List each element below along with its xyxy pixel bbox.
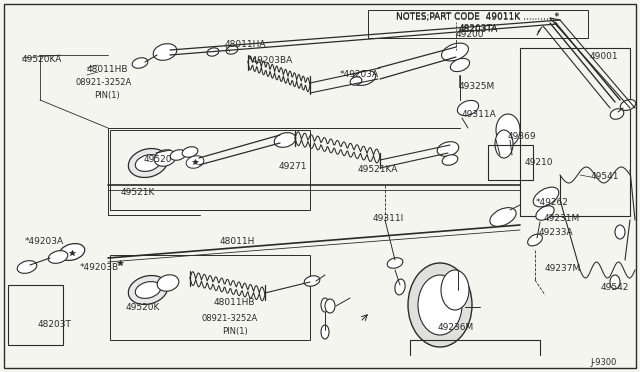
Ellipse shape [17,261,36,273]
Text: NOTES;PART CODE  49011K ...........*: NOTES;PART CODE 49011K ...........* [396,12,559,21]
Text: J-9300: J-9300 [590,358,616,367]
Ellipse shape [441,270,469,310]
Text: 08921-3252A: 08921-3252A [76,78,132,87]
Text: 49520K: 49520K [126,303,161,312]
Bar [8,285,63,345]
Ellipse shape [610,275,620,289]
Ellipse shape [350,77,362,85]
Text: *49203A: *49203A [25,237,64,246]
Text: 48011H: 48011H [220,237,255,246]
Ellipse shape [60,244,84,260]
Text: 49233A: 49233A [539,228,573,237]
Ellipse shape [207,48,219,56]
Text: 49237M: 49237M [545,264,581,273]
Ellipse shape [387,258,403,268]
Ellipse shape [490,208,516,226]
Text: 49311I: 49311I [373,214,404,223]
Ellipse shape [496,114,520,146]
Ellipse shape [442,155,458,165]
Text: 48011HB: 48011HB [214,298,255,307]
Ellipse shape [352,71,376,86]
Text: 49369: 49369 [508,132,536,141]
Text: 48011HB: 48011HB [87,65,129,74]
Ellipse shape [186,156,204,168]
Text: *49203A: *49203A [340,70,379,79]
Text: 08921-3252A: 08921-3252A [202,314,259,323]
Ellipse shape [157,275,179,291]
Ellipse shape [226,46,238,54]
Text: 49210: 49210 [525,158,554,167]
Bar [368,10,588,38]
Ellipse shape [442,43,468,61]
Ellipse shape [129,148,168,177]
Text: *49203BA: *49203BA [248,56,293,65]
Ellipse shape [451,58,470,71]
Ellipse shape [153,44,177,60]
Ellipse shape [620,100,636,110]
Ellipse shape [170,150,186,160]
Ellipse shape [48,251,68,263]
Ellipse shape [132,58,148,68]
Bar [488,145,533,180]
Text: 49311A: 49311A [462,110,497,119]
Text: NOTES;PART CODE  49011K ...........*: NOTES;PART CODE 49011K ...........* [396,13,559,22]
Ellipse shape [527,234,542,246]
Text: 49521KA: 49521KA [358,165,398,174]
Ellipse shape [135,155,161,171]
Ellipse shape [536,206,554,220]
Bar [520,48,630,216]
Text: 49520: 49520 [144,155,173,164]
Ellipse shape [274,133,296,147]
Ellipse shape [437,142,459,156]
Text: 49271: 49271 [279,162,307,171]
Ellipse shape [418,275,462,335]
Ellipse shape [135,282,161,298]
Ellipse shape [321,298,329,312]
Text: PIN(1): PIN(1) [94,91,120,100]
Text: *49203B: *49203B [80,263,119,272]
Ellipse shape [154,150,176,166]
Ellipse shape [408,263,472,347]
Ellipse shape [495,130,513,158]
Ellipse shape [325,299,335,313]
Bar [110,130,310,210]
Text: 49521K: 49521K [121,188,156,197]
Text: 48011HA: 48011HA [225,40,266,49]
Text: 49325M: 49325M [459,82,495,91]
Text: PIN(1): PIN(1) [222,327,248,336]
Ellipse shape [610,109,624,119]
Text: 49520KA: 49520KA [22,55,62,64]
Ellipse shape [321,325,329,339]
Ellipse shape [304,276,320,286]
Text: 49001: 49001 [590,52,619,61]
Ellipse shape [182,147,198,157]
Text: *49262: *49262 [536,198,569,207]
Bar [110,255,310,340]
Text: 49541: 49541 [591,172,620,181]
Ellipse shape [458,100,479,116]
Text: 48203TA: 48203TA [458,25,498,34]
Text: 49200: 49200 [456,30,484,39]
Ellipse shape [129,276,168,304]
Text: 49542: 49542 [601,283,629,292]
Ellipse shape [395,279,405,295]
Ellipse shape [533,187,559,207]
Ellipse shape [615,225,625,239]
Text: 48203TA: 48203TA [458,24,498,33]
Text: 49231M: 49231M [544,214,580,223]
Text: 48203T: 48203T [38,320,72,329]
Text: 49236M: 49236M [438,323,474,332]
